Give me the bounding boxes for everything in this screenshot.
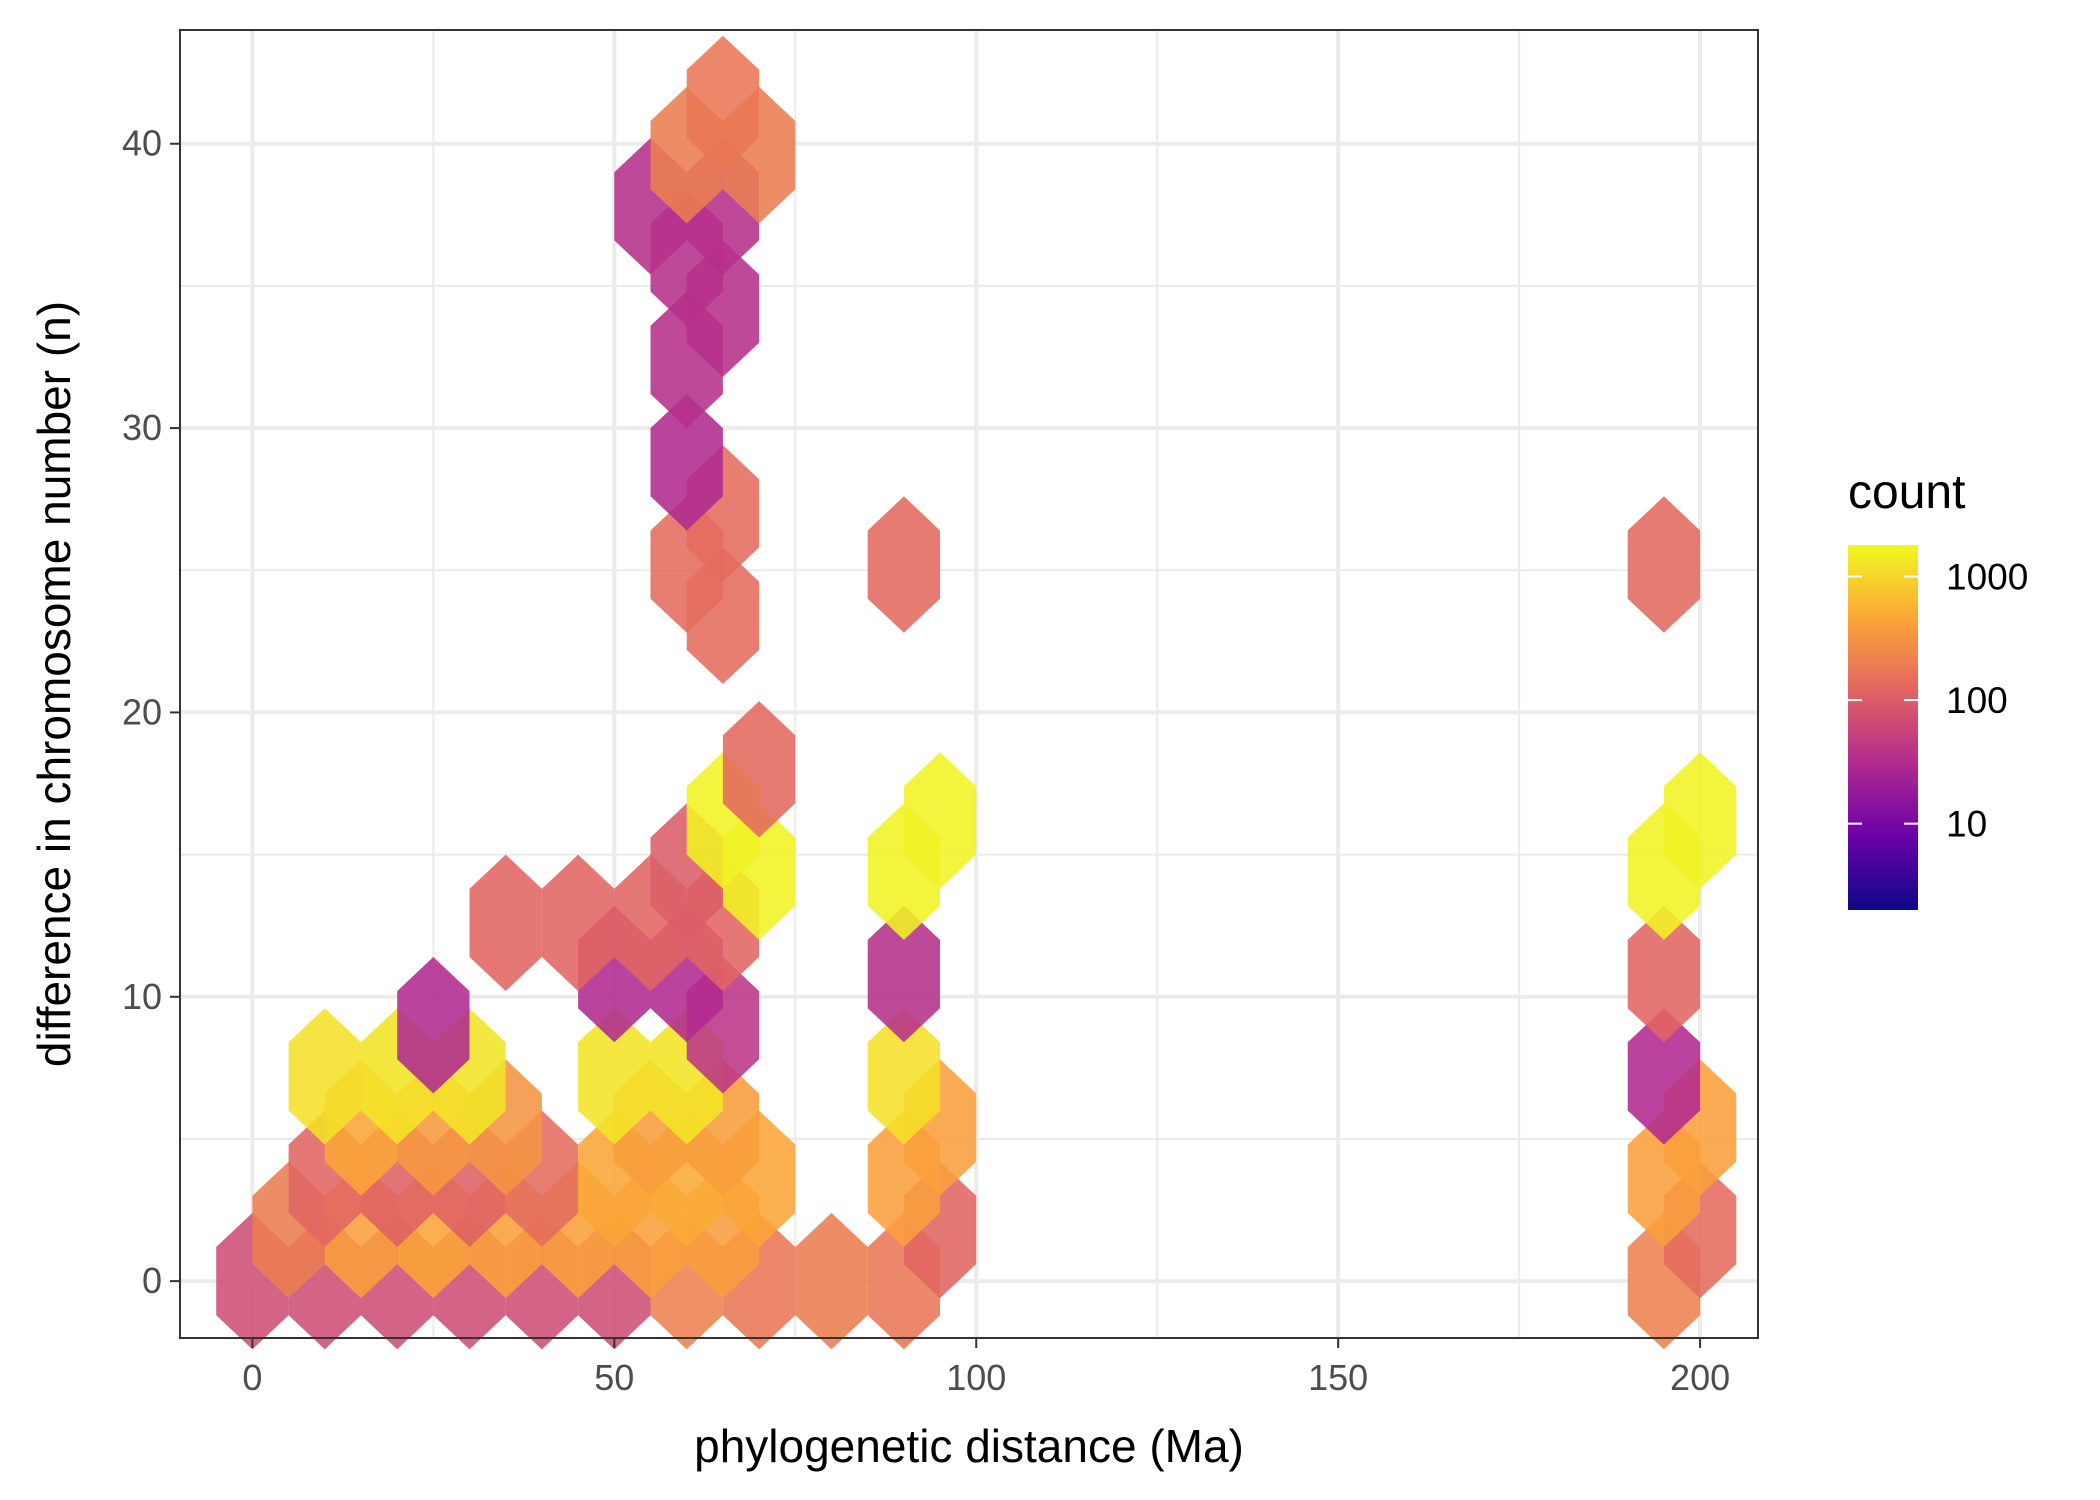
y-tick-label: 10 — [122, 976, 162, 1017]
legend-colorbar — [1848, 545, 1918, 910]
x-tick-label: 100 — [946, 1357, 1006, 1398]
hex-bin — [469, 854, 542, 992]
hex-bin — [867, 1008, 940, 1145]
hex-bin — [867, 905, 940, 1043]
hex-bin — [650, 394, 723, 531]
legend: count 1000 100 10 — [1848, 466, 2028, 910]
legend-label: 10 — [1946, 804, 1987, 845]
legend-title: count — [1848, 466, 1965, 519]
y-tick-label: 0 — [142, 1260, 162, 1301]
hex-bin — [867, 496, 940, 633]
hex-bin — [1627, 1008, 1701, 1145]
hex-bin — [903, 752, 977, 889]
hex-bin — [1663, 752, 1737, 889]
hex-bin — [288, 1008, 361, 1145]
y-axis-ticks: 0 10 20 30 40 — [122, 123, 180, 1301]
hex-bin — [578, 1008, 651, 1145]
y-axis-title: difference in chromosome number (n) — [28, 301, 80, 1067]
hex-bin — [722, 701, 796, 838]
x-tick-label: 50 — [594, 1357, 634, 1398]
x-tick-label: 0 — [242, 1357, 262, 1398]
y-tick-label: 30 — [122, 407, 162, 448]
panel-border — [179, 29, 1759, 1339]
legend-label: 1000 — [1946, 557, 2028, 598]
x-tick-label: 200 — [1670, 1357, 1730, 1398]
legend-ticks: 1000 100 10 — [1848, 557, 2028, 845]
x-axis-title: phylogenetic distance (Ma) — [694, 1420, 1244, 1472]
y-tick-label: 40 — [122, 123, 162, 164]
hex-bin — [1627, 905, 1701, 1043]
hex-bin — [397, 957, 470, 1094]
hex-bin — [795, 1212, 868, 1350]
x-axis-ticks: 0 50 100 150 200 — [242, 1338, 1730, 1398]
y-tick-label: 20 — [122, 691, 162, 732]
x-tick-label: 150 — [1308, 1357, 1368, 1398]
legend-label: 100 — [1946, 680, 2008, 721]
hex-bin — [686, 35, 760, 173]
hex-bins — [216, 35, 1737, 1350]
hex-bin — [541, 854, 615, 992]
hex-bin — [1627, 496, 1701, 633]
